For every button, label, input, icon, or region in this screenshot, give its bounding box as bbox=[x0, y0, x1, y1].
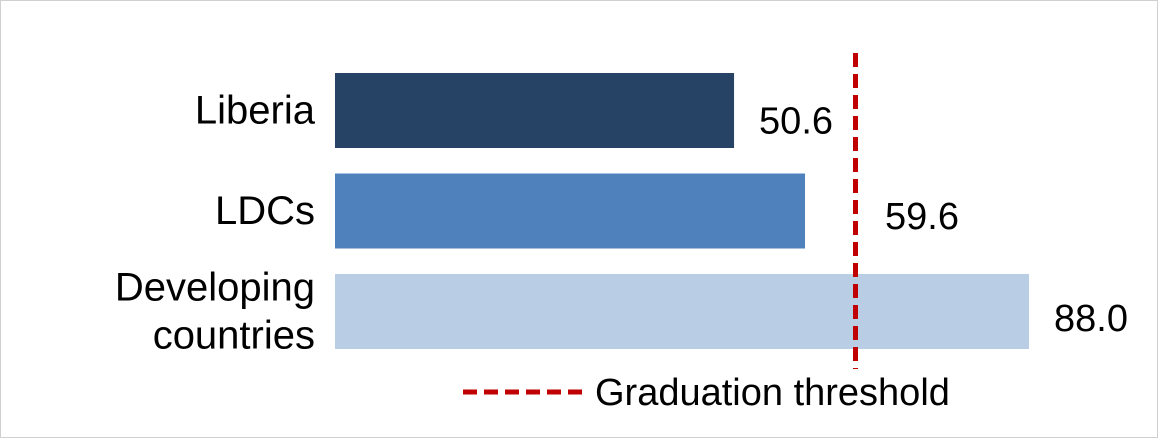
bars-layer bbox=[335, 73, 1029, 349]
category-label-liberia: Liberia bbox=[195, 89, 316, 133]
labels-layer: Liberia 50.6 LDCs 59.6 Developing countries 88… bbox=[115, 89, 1128, 358]
value-label-developing-countries: 88.0 bbox=[1054, 298, 1128, 340]
legend-threshold-label: Graduation threshold bbox=[595, 372, 950, 414]
legend: Graduation threshold bbox=[463, 372, 950, 414]
value-label-ldcs: 59.6 bbox=[885, 196, 959, 238]
bar-ldcs bbox=[335, 173, 806, 249]
value-label-liberia: 50.6 bbox=[759, 101, 833, 143]
bar-liberia bbox=[335, 73, 735, 148]
category-label-developing-countries: Developing countries bbox=[115, 266, 315, 358]
bar-developing-countries bbox=[335, 274, 1029, 349]
category-label-ldcs: LDCs bbox=[215, 189, 315, 233]
